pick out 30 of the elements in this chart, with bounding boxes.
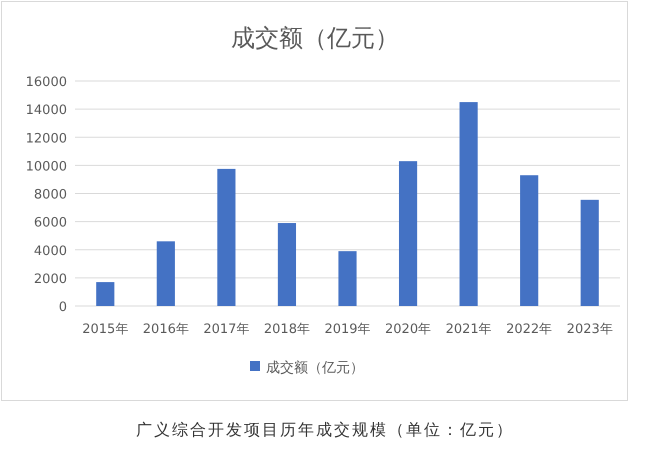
bar xyxy=(156,241,175,306)
bar xyxy=(278,223,296,306)
x-tick-label: 2021年 xyxy=(446,322,492,337)
x-tick-label: 2022年 xyxy=(506,322,552,337)
x-tick-label: 2015年 xyxy=(82,322,128,337)
bar xyxy=(338,251,357,306)
bar xyxy=(96,282,114,306)
y-tick-label: 0 xyxy=(58,300,67,315)
legend-label: 成交额（亿元） xyxy=(266,360,364,376)
y-tick-label: 12000 xyxy=(26,131,67,146)
x-tick-label: 2019年 xyxy=(324,322,371,337)
y-tick-label: 10000 xyxy=(26,159,67,174)
x-tick-label: 2016年 xyxy=(142,322,189,337)
bar xyxy=(398,161,418,306)
x-tick-label: 2018年 xyxy=(264,322,310,337)
y-tick-label: 2000 xyxy=(34,272,67,287)
text: 广义综合开发项目历年成交规模（单位：亿元） xyxy=(136,420,514,439)
y-tick-label: 8000 xyxy=(34,188,67,202)
x-tick-label: 2017年 xyxy=(203,322,250,337)
x-tick-label: 2020年 xyxy=(385,322,432,337)
bar xyxy=(460,102,478,306)
bar xyxy=(520,175,538,306)
y-tick-label: 16000 xyxy=(26,75,67,90)
y-tick-label: 6000 xyxy=(34,216,67,231)
bar xyxy=(580,200,599,306)
x-tick-label: 2023年 xyxy=(566,322,613,337)
chart-title: 成交额（亿元） xyxy=(231,24,399,52)
bar xyxy=(217,168,236,306)
y-tick-label: 14000 xyxy=(26,103,67,118)
y-tick-label: 4000 xyxy=(34,244,67,259)
